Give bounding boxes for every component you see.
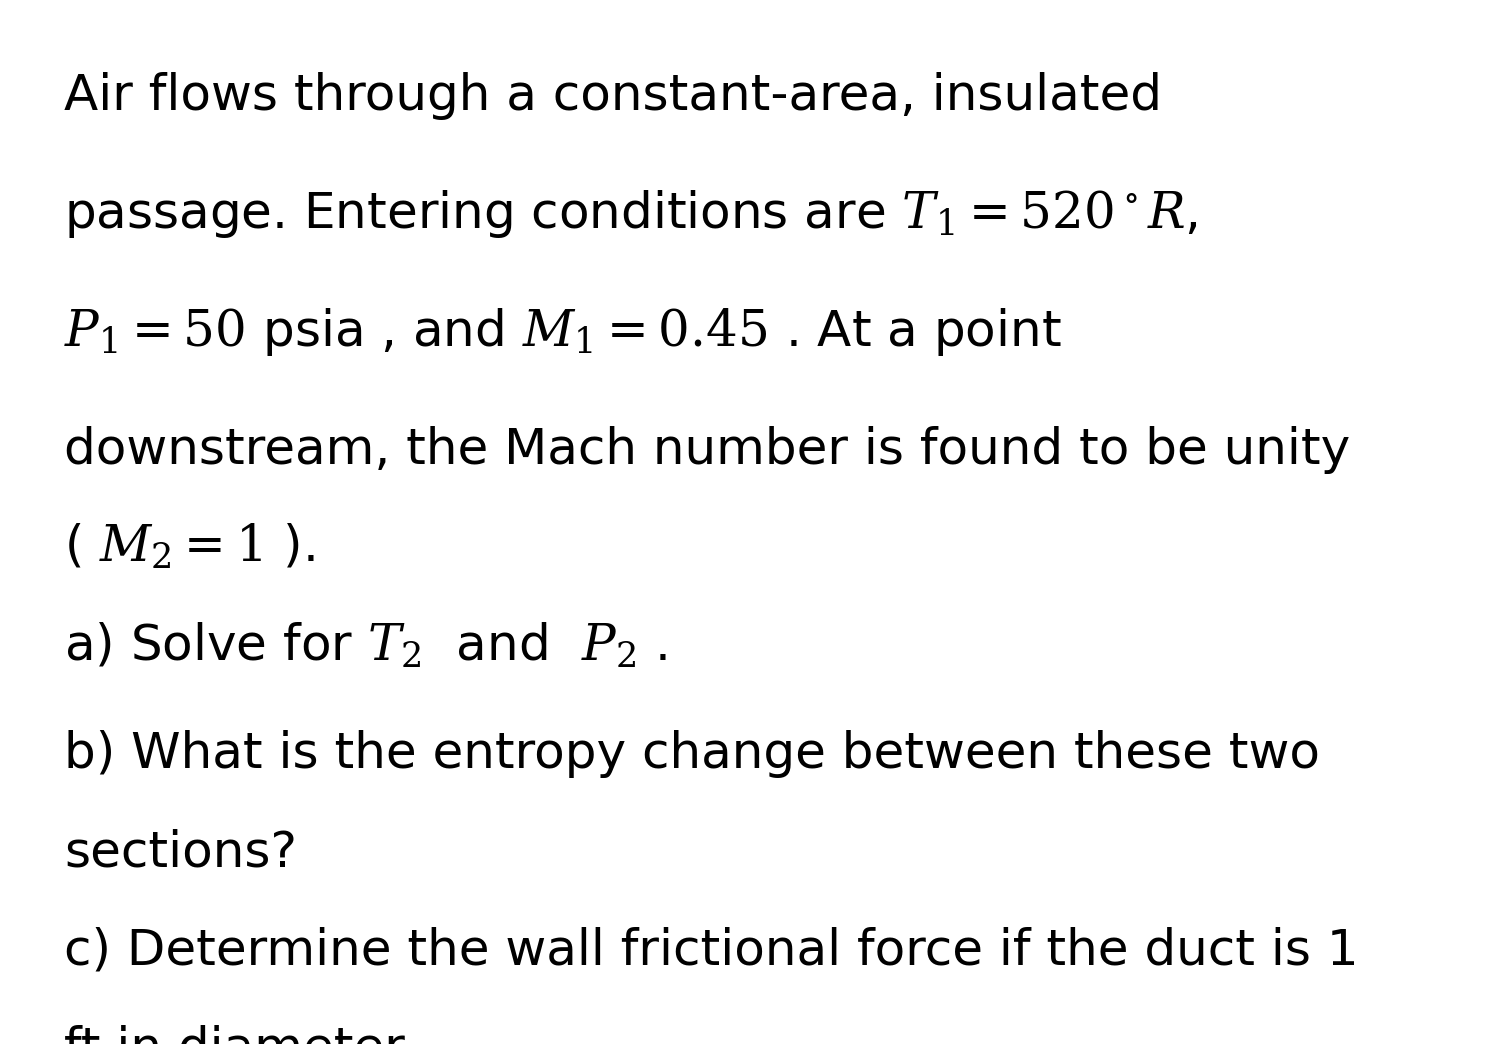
- Text: $P_1 = 50$ psia , and $M_1 = 0.45$ . At a point: $P_1 = 50$ psia , and $M_1 = 0.45$ . At …: [64, 306, 1062, 357]
- Text: ( $M_2 = 1$ ).: ( $M_2 = 1$ ).: [64, 522, 315, 572]
- Text: sections?: sections?: [64, 829, 297, 877]
- Text: Air flows through a constant-area, insulated: Air flows through a constant-area, insul…: [64, 72, 1162, 120]
- Text: b) What is the entropy change between these two: b) What is the entropy change between th…: [64, 731, 1320, 779]
- Text: downstream, the Mach number is found to be unity: downstream, the Mach number is found to …: [64, 426, 1350, 474]
- Text: passage. Entering conditions are $T_1 = 520^\circ R$,: passage. Entering conditions are $T_1 = …: [64, 188, 1198, 239]
- Text: c) Determine the wall frictional force if the duct is 1: c) Determine the wall frictional force i…: [64, 927, 1359, 975]
- Text: ft in diameter.: ft in diameter.: [64, 1025, 417, 1044]
- Text: a) Solve for $T_2$  and  $P_2$ .: a) Solve for $T_2$ and $P_2$ .: [64, 620, 668, 670]
